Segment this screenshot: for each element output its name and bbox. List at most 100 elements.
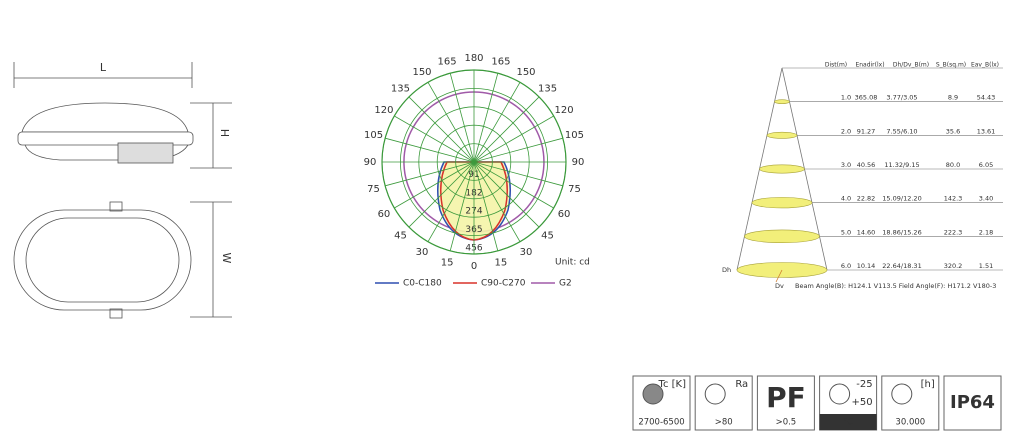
polar-spoke bbox=[427, 82, 475, 163]
icon-top: -25 bbox=[856, 379, 872, 390]
polar-spoke bbox=[473, 161, 499, 251]
drawing-text: H bbox=[219, 129, 232, 137]
icon-box bbox=[881, 375, 940, 431]
polar-spoke bbox=[394, 161, 475, 209]
polar-spoke bbox=[473, 96, 540, 163]
cone-cell: 5.0 bbox=[841, 228, 851, 236]
polar-spoke bbox=[449, 73, 475, 163]
drawing-text: W bbox=[220, 253, 233, 264]
angle-label: 15 bbox=[441, 257, 454, 268]
icon-band bbox=[819, 414, 877, 430]
angle-label: 30 bbox=[520, 247, 533, 258]
cone-cell: 40.56 bbox=[857, 161, 876, 169]
icon-glyph bbox=[829, 383, 851, 405]
cone-header: S_B(sq.m) bbox=[936, 62, 966, 69]
legend-label: C90-C270 bbox=[481, 279, 526, 289]
cone-cell: 54.43 bbox=[977, 94, 996, 102]
polar-spoke bbox=[473, 161, 563, 187]
icon-bottom: 30.000 bbox=[895, 418, 925, 428]
cone-cell: 6.05 bbox=[979, 161, 993, 169]
angle-label: 180 bbox=[464, 53, 483, 64]
angle-label: 105 bbox=[565, 130, 584, 141]
angle-label: 75 bbox=[367, 184, 380, 195]
angle-label: 105 bbox=[364, 130, 383, 141]
angle-label: 90 bbox=[572, 157, 585, 168]
angle-label: 165 bbox=[438, 57, 457, 68]
drawing-text: L bbox=[100, 61, 107, 74]
angle-label: 120 bbox=[374, 105, 393, 116]
polar-spoke bbox=[385, 137, 475, 163]
cone-cell: 14.60 bbox=[857, 228, 876, 236]
icon-big: PF bbox=[766, 381, 806, 414]
angle-label: 165 bbox=[491, 57, 510, 68]
polar-spoke bbox=[473, 115, 554, 163]
cone-slice bbox=[774, 99, 790, 104]
icon-glyph bbox=[704, 383, 726, 405]
group: C0-C180 C90-C270 G2 bbox=[375, 279, 572, 289]
polar-spoke bbox=[408, 96, 475, 163]
polar-spoke bbox=[449, 161, 475, 251]
polar-spoke bbox=[473, 137, 563, 163]
legend-label: C0-C180 bbox=[403, 279, 442, 289]
polar-spoke bbox=[473, 161, 521, 242]
dv-label: Dv bbox=[775, 282, 784, 290]
polar-spoke bbox=[473, 161, 540, 228]
cone-cell: 222.3 bbox=[944, 228, 963, 236]
angle-label: 60 bbox=[378, 209, 391, 220]
cone-cell: 1.51 bbox=[979, 262, 993, 270]
icon-box bbox=[694, 375, 753, 431]
angle-label: 135 bbox=[391, 83, 410, 94]
drawing-path bbox=[21, 102, 189, 133]
icon-box bbox=[756, 375, 815, 431]
polar-spoke bbox=[473, 161, 554, 209]
cone-cell: 80.0 bbox=[946, 161, 960, 169]
cone-cell: 2.0 bbox=[841, 127, 851, 135]
drawing-rect bbox=[117, 142, 174, 164]
icon-top: Tc [K] bbox=[658, 379, 687, 390]
cone-cell: 7.55/6.10 bbox=[886, 127, 917, 135]
cone-cell: 2.18 bbox=[979, 228, 993, 236]
icon-box bbox=[943, 375, 1002, 431]
cone-cell: 3.77/3.05 bbox=[886, 94, 917, 102]
cone-cell: 320.2 bbox=[944, 262, 963, 270]
icon-big: IP64 bbox=[950, 392, 995, 413]
icon-box bbox=[632, 375, 691, 431]
icon-bottom: >80 bbox=[715, 418, 733, 428]
drawing-rect bbox=[109, 201, 123, 212]
angle-label: 90 bbox=[364, 157, 377, 168]
cone-slice bbox=[766, 131, 798, 139]
group: Tc [K] 2700-6500 Ra >80 PF >0.5 -25 +50 °C [h] 30.… bbox=[632, 375, 1002, 431]
cone-cell: 18.86/15.26 bbox=[882, 228, 921, 236]
polar-spoke bbox=[408, 161, 475, 228]
polar-spoke bbox=[385, 161, 475, 187]
cone-cell: 22.82 bbox=[857, 195, 876, 203]
icon-bottom: °C bbox=[843, 418, 853, 428]
angle-label: 135 bbox=[538, 83, 557, 94]
dv-line bbox=[775, 269, 783, 283]
icon-glyph bbox=[891, 383, 913, 405]
drawing-text: Unit: cd bbox=[555, 258, 590, 268]
angle-footer: Beam Angle(B): H124.1 V113.5 Field Angle… bbox=[795, 282, 996, 290]
cone-cell: 4.0 bbox=[841, 195, 851, 203]
cone-cell: 6.0 bbox=[841, 262, 851, 270]
angle-label: 45 bbox=[394, 231, 407, 242]
cone-cell: 10.14 bbox=[857, 262, 876, 270]
polar-spoke bbox=[473, 73, 499, 163]
cone-cell: 3.40 bbox=[979, 195, 993, 203]
polar-spoke bbox=[427, 161, 475, 242]
drawing-path bbox=[24, 144, 189, 161]
cone-cell: 35.6 bbox=[946, 127, 960, 135]
angle-label: 0 bbox=[471, 261, 477, 272]
dh-label: Dh bbox=[722, 266, 731, 274]
angle-label: 60 bbox=[558, 209, 571, 220]
cone-cell: 15.09/12.20 bbox=[882, 195, 921, 203]
cone-cell: 8.9 bbox=[948, 94, 958, 102]
angle-label: 75 bbox=[568, 184, 581, 195]
drawing-rect bbox=[25, 217, 180, 303]
angle-label: 150 bbox=[516, 67, 535, 78]
angle-label: 45 bbox=[541, 231, 554, 242]
drawing-rect bbox=[109, 308, 123, 319]
